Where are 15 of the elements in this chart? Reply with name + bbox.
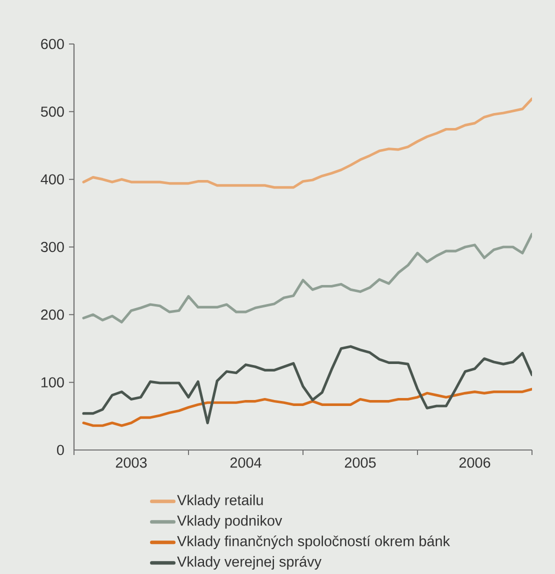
y-tick-label: 500: [40, 106, 64, 117]
legend-label: Vklady finančných spoločností okrem bánk: [177, 535, 450, 550]
y-tick-label: 300: [40, 242, 64, 252]
x-tick-label: 2005: [344, 458, 376, 468]
legend-label: Vklady retailu: [177, 494, 263, 508]
x-tick-label: 2004: [230, 458, 262, 468]
x-tick-label: 2006: [459, 458, 490, 468]
y-tick-label: 400: [40, 174, 64, 184]
y-tick-label: 0: [57, 444, 64, 456]
y-tick-label: 200: [41, 310, 64, 320]
y-tick-label: 100: [41, 377, 64, 388]
legend-label: Vklady verejnej správy: [177, 556, 322, 570]
y-tick-label: 600: [41, 38, 64, 50]
legend-label: Vklady podnikov: [177, 515, 282, 529]
x-tick-label: 2003: [116, 458, 147, 468]
